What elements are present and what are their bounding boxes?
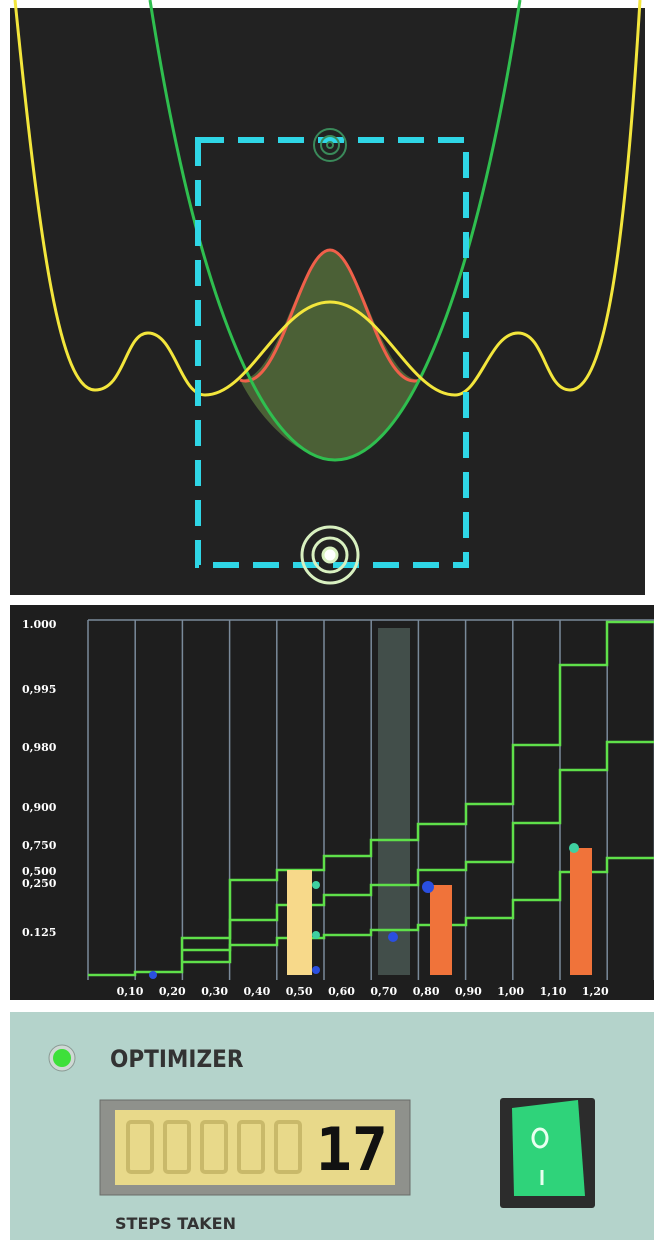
red-curve <box>239 248 421 383</box>
y-tick-label: 1.000 <box>22 618 57 631</box>
counter-label: STEPS TAKEN <box>115 1214 236 1233</box>
step-lines <box>88 620 654 977</box>
bar <box>430 885 452 975</box>
x-tick-label: 0,80 <box>413 985 440 998</box>
panel-title: OPTIMIZER <box>110 1045 244 1073</box>
markers <box>149 881 434 979</box>
switch-off-symbol <box>531 1127 549 1149</box>
markers <box>312 843 579 939</box>
target-top <box>313 128 347 162</box>
y-tick-label: 0,980 <box>22 741 57 754</box>
x-tick-label: 0,40 <box>244 985 271 998</box>
ghost-digit <box>274 1120 302 1174</box>
ghost-digit <box>126 1120 154 1174</box>
x-tick-label: 1,20 <box>582 985 609 998</box>
area <box>240 250 420 460</box>
power-switch[interactable] <box>512 1100 585 1196</box>
y-tick-label: 0,900 <box>22 801 57 814</box>
y-tick-label: 0,250 <box>22 877 57 890</box>
y-tick-label: 0,500 <box>22 865 57 878</box>
yellow-curve <box>13 0 642 397</box>
x-tick-label: 0,30 <box>201 985 228 998</box>
lcd-ghost-digits <box>126 1120 302 1174</box>
selection-box <box>195 137 469 568</box>
x-tick-label: 0,20 <box>159 985 186 998</box>
y-tick-label: 0.125 <box>22 926 56 939</box>
x-tick-label: 0,70 <box>370 985 397 998</box>
x-tick-label: 1,00 <box>497 985 524 998</box>
ghost-digit <box>237 1120 265 1174</box>
y-tick-label: 0,750 <box>22 839 57 852</box>
target-bottom <box>300 525 360 585</box>
x-tick-label: 0,60 <box>328 985 355 998</box>
ghost-digit <box>163 1120 191 1174</box>
highlight-column <box>378 628 410 975</box>
ghost-digit <box>200 1120 228 1174</box>
columns <box>87 619 654 980</box>
chart-panel <box>10 605 654 1000</box>
x-tick-label: 1,10 <box>540 985 567 998</box>
x-tick-label: 0,10 <box>117 985 144 998</box>
bar <box>570 848 592 975</box>
x-tick-label: 0,90 <box>455 985 482 998</box>
step-counter: 17 <box>316 1115 388 1185</box>
bar <box>287 870 312 975</box>
led <box>53 1049 71 1067</box>
x-tick-label: 0,50 <box>286 985 313 998</box>
y-tick-label: 0,995 <box>22 683 56 696</box>
